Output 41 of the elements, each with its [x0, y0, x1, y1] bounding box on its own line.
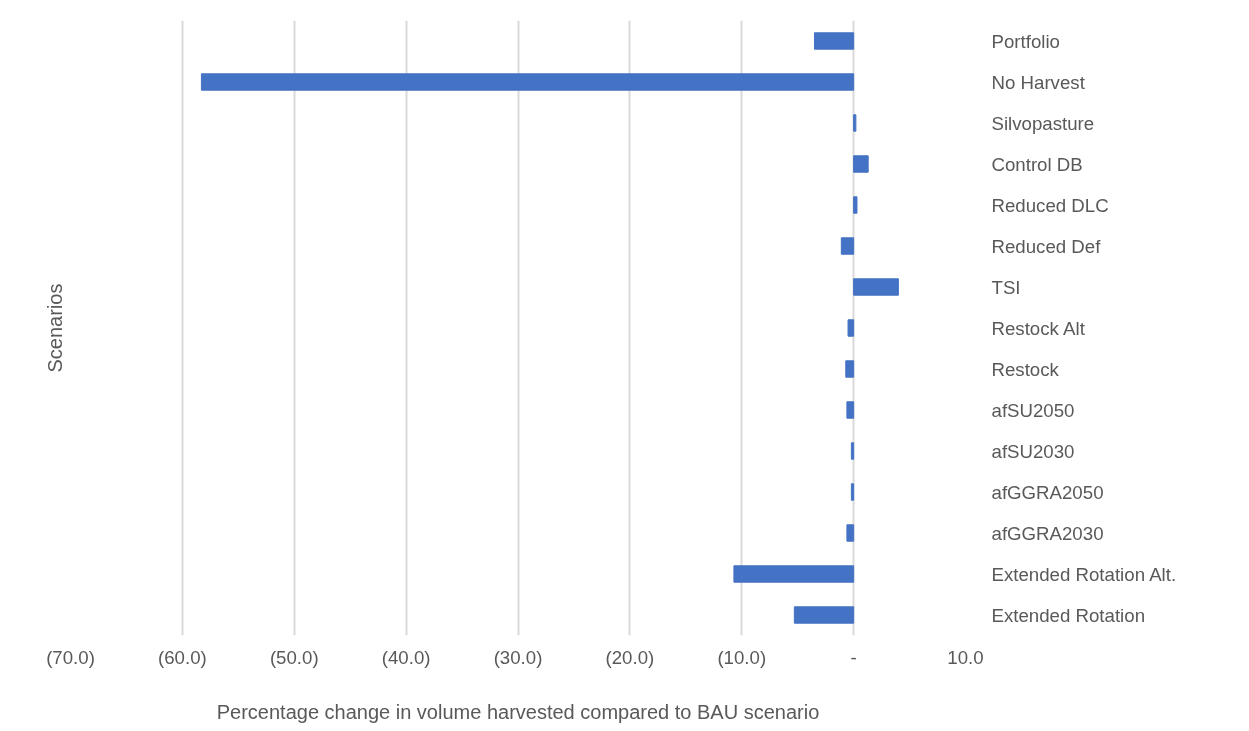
x-tick-label: (70.0): [46, 646, 95, 668]
bar: [853, 114, 857, 132]
x-tick-label: (50.0): [269, 646, 319, 668]
y-tick-label: Portfolio: [991, 30, 1060, 52]
bar: [733, 565, 855, 583]
y-tick-label: afSU2050: [991, 399, 1075, 421]
y-tick-label: Restock Alt: [991, 317, 1086, 339]
bar: [850, 442, 855, 460]
y-tick-label: Extended Rotation Alt.: [991, 563, 1177, 585]
y-tick-label: afGGRA2050: [991, 481, 1104, 503]
bar: [853, 196, 858, 214]
x-tick-label: (60.0): [158, 646, 207, 668]
bar: [845, 360, 855, 378]
bar: [793, 606, 855, 624]
y-tick-label: afGGRA2030: [991, 522, 1104, 544]
y-tick-label: Extended Rotation: [991, 604, 1146, 626]
bar: [846, 524, 855, 542]
y-tick-label: Silvopasture: [991, 112, 1095, 134]
y-tick-label: TSI: [991, 276, 1021, 298]
y-tick-label: Control DB: [991, 153, 1083, 175]
y-tick-label: afSU2030: [991, 440, 1075, 462]
x-tick-label: -: [850, 646, 857, 668]
x-axis-title: Percentage change in volume harvested compared to BAU scenario: [216, 700, 820, 723]
x-tick-label: 10.0: [947, 646, 984, 668]
bar: [850, 483, 855, 501]
y-tick-label: Reduced DLC: [991, 194, 1109, 216]
bar: [853, 155, 869, 173]
x-tick-label: (40.0): [381, 646, 431, 668]
bar: [813, 32, 855, 50]
y-axis-title: Scenarios: [43, 283, 66, 373]
bar: [840, 237, 855, 255]
bar: [853, 278, 899, 296]
y-tick-label: Reduced Def: [991, 235, 1102, 257]
y-tick-label: No Harvest: [991, 71, 1086, 93]
x-tick-label: (30.0): [493, 646, 543, 668]
x-tick-label: (10.0): [717, 646, 767, 668]
y-tick-label: Restock: [991, 358, 1060, 380]
bar: [200, 73, 855, 91]
x-tick-label: (20.0): [605, 646, 655, 668]
bar: [847, 319, 855, 337]
bar: [846, 401, 855, 419]
